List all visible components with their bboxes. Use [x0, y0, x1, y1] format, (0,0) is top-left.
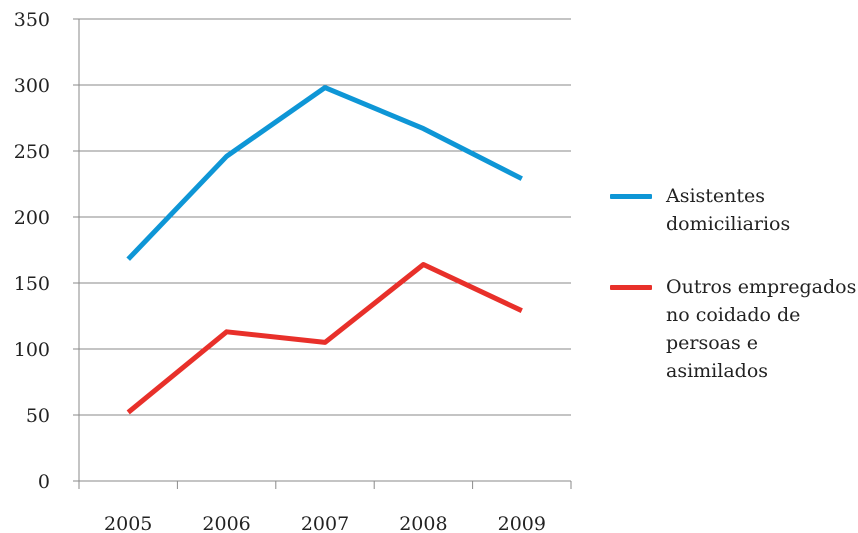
series-line-0: [126, 85, 523, 261]
legend-swatch-blue: [610, 194, 652, 199]
x-tick-label-2009: 2009: [498, 513, 546, 533]
x-tick-label-2007: 2007: [301, 513, 349, 533]
y-tick-label-200: 200: [14, 207, 50, 229]
legend-label: Outros empregados no coidado de persoas …: [666, 276, 857, 382]
series-line-1: [126, 262, 523, 415]
x-tick-labels: 2005 2006 2007 2008 2009: [104, 513, 546, 533]
x-tick-label-2006: 2006: [202, 513, 250, 533]
series-lines: [126, 85, 523, 415]
legend: Asistentes domiciliarios Outros empregad…: [610, 182, 858, 420]
y-tick-label-150: 150: [14, 273, 50, 295]
y-tick-labels: 0 50 100 150 200 250 300 350: [14, 9, 50, 493]
y-tick-label-0: 0: [38, 471, 50, 493]
legend-item-asistentes: Asistentes domiciliarios: [610, 182, 858, 238]
y-tick-label-250: 250: [14, 141, 50, 163]
y-tick-label-350: 350: [14, 9, 50, 31]
y-tick-label-300: 300: [14, 75, 50, 97]
x-tick-label-2005: 2005: [104, 513, 152, 533]
y-tick-label-50: 50: [26, 405, 50, 427]
legend-item-outros: Outros empregados no coidado de persoas …: [610, 273, 858, 385]
legend-swatch-red: [610, 285, 652, 290]
legend-label: Asistentes domiciliarios: [666, 185, 791, 235]
axes: [73, 18, 572, 489]
y-tick-label-100: 100: [14, 339, 50, 361]
gridlines: [79, 18, 571, 416]
x-tick-label-2008: 2008: [399, 513, 447, 533]
